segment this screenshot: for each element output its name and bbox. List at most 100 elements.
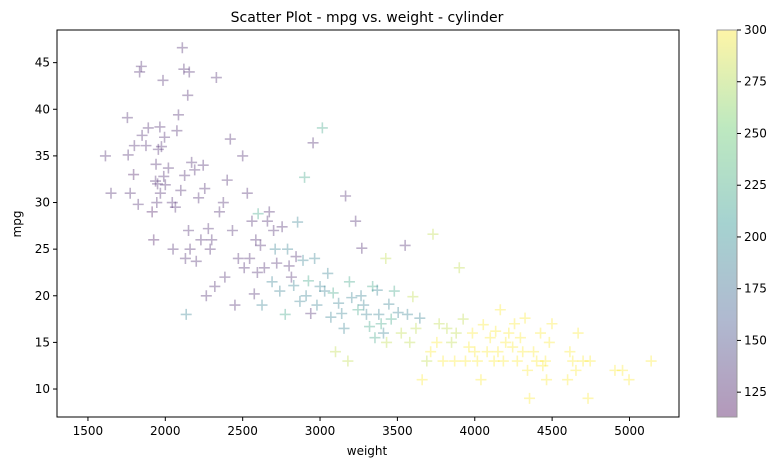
data-point: [346, 292, 358, 304]
colorbar-tick-label: 275: [744, 75, 767, 89]
data-point: [477, 319, 489, 331]
data-point: [360, 308, 372, 320]
data-point: [266, 276, 278, 288]
data-point: [342, 355, 354, 367]
data-point: [564, 346, 576, 358]
data-point: [195, 234, 207, 246]
data-point: [135, 60, 147, 72]
data-point: [189, 164, 201, 176]
data-point: [152, 178, 164, 190]
data-point: [158, 170, 170, 182]
data-point: [172, 109, 184, 121]
data-point: [325, 311, 337, 323]
data-point: [128, 140, 140, 152]
data-point: [584, 355, 596, 367]
data-point: [453, 262, 465, 274]
data-point: [410, 322, 422, 334]
data-point: [197, 159, 209, 171]
data-point: [421, 355, 433, 367]
data-point: [146, 206, 158, 218]
data-point: [167, 243, 179, 255]
data-point: [355, 290, 367, 302]
data-point: [254, 239, 266, 251]
data-point: [367, 280, 379, 292]
data-point: [169, 201, 181, 213]
data-point: [178, 63, 190, 75]
data-point: [404, 336, 416, 348]
data-point: [159, 179, 171, 191]
colorbar-tick-label: 300: [744, 23, 767, 37]
data-point: [350, 215, 362, 227]
data-point: [299, 171, 311, 183]
data-point: [375, 318, 387, 330]
data-point: [503, 327, 515, 339]
data-point: [179, 169, 191, 181]
data-point: [340, 190, 352, 202]
data-point: [371, 284, 383, 296]
data-point: [238, 262, 250, 274]
data-point: [314, 280, 326, 292]
data-point: [276, 221, 288, 233]
colorbar-ticks: 125 150 175 200 225 250 275 300: [737, 23, 767, 399]
data-point: [407, 291, 419, 303]
data-point: [99, 150, 111, 162]
data-point: [251, 266, 263, 278]
data-point: [183, 224, 195, 236]
data-point: [202, 223, 214, 235]
data-point: [176, 42, 188, 54]
data-point: [437, 355, 449, 367]
data-point: [322, 267, 334, 279]
data-point: [166, 197, 178, 209]
data-point: [358, 299, 370, 311]
data-point: [155, 141, 167, 153]
data-point: [210, 72, 222, 84]
x-axis: 1500 2000 2500 3000 3500 4000 4500 5000: [73, 417, 645, 438]
data-point: [252, 208, 264, 220]
data-point: [617, 364, 629, 376]
data-point: [121, 112, 133, 124]
data-point: [475, 374, 487, 386]
data-point: [186, 156, 198, 168]
data-point: [150, 158, 162, 170]
data-point: [364, 321, 376, 333]
data-point: [388, 285, 400, 297]
colorbar-tick-label: 200: [744, 230, 767, 244]
data-point: [226, 224, 238, 236]
data-point: [269, 243, 281, 255]
data-point: [567, 355, 579, 367]
y-tick-label: 10: [35, 382, 50, 396]
data-point: [219, 271, 231, 283]
data-point: [159, 131, 171, 143]
data-point: [450, 327, 462, 339]
data-point: [401, 308, 413, 320]
chart-title: Scatter Plot - mpg vs. weight - cylinder: [231, 10, 504, 26]
x-tick-label: 5000: [614, 424, 645, 438]
data-point: [183, 66, 195, 78]
data-point: [302, 275, 314, 287]
data-point: [352, 304, 364, 316]
data-point: [152, 143, 164, 155]
data-point: [517, 346, 529, 358]
data-point: [206, 234, 218, 246]
data-point: [463, 341, 475, 353]
data-point: [383, 298, 395, 310]
data-point: [582, 392, 594, 404]
colorbar-tick-label: 150: [744, 333, 767, 347]
data-point: [514, 332, 526, 344]
data-point: [132, 198, 144, 210]
data-point: [539, 355, 551, 367]
data-point: [193, 192, 205, 204]
data-point: [258, 262, 270, 274]
data-point: [484, 332, 496, 344]
data-point: [134, 66, 146, 78]
data-point: [333, 297, 345, 309]
y-tick-label: 20: [35, 289, 50, 303]
data-point: [645, 355, 657, 367]
data-point: [494, 304, 506, 316]
data-point: [381, 336, 393, 348]
data-point: [279, 308, 291, 320]
data-point: [414, 312, 426, 324]
data-point: [466, 327, 478, 339]
data-point: [336, 307, 348, 319]
data-point: [200, 290, 212, 302]
